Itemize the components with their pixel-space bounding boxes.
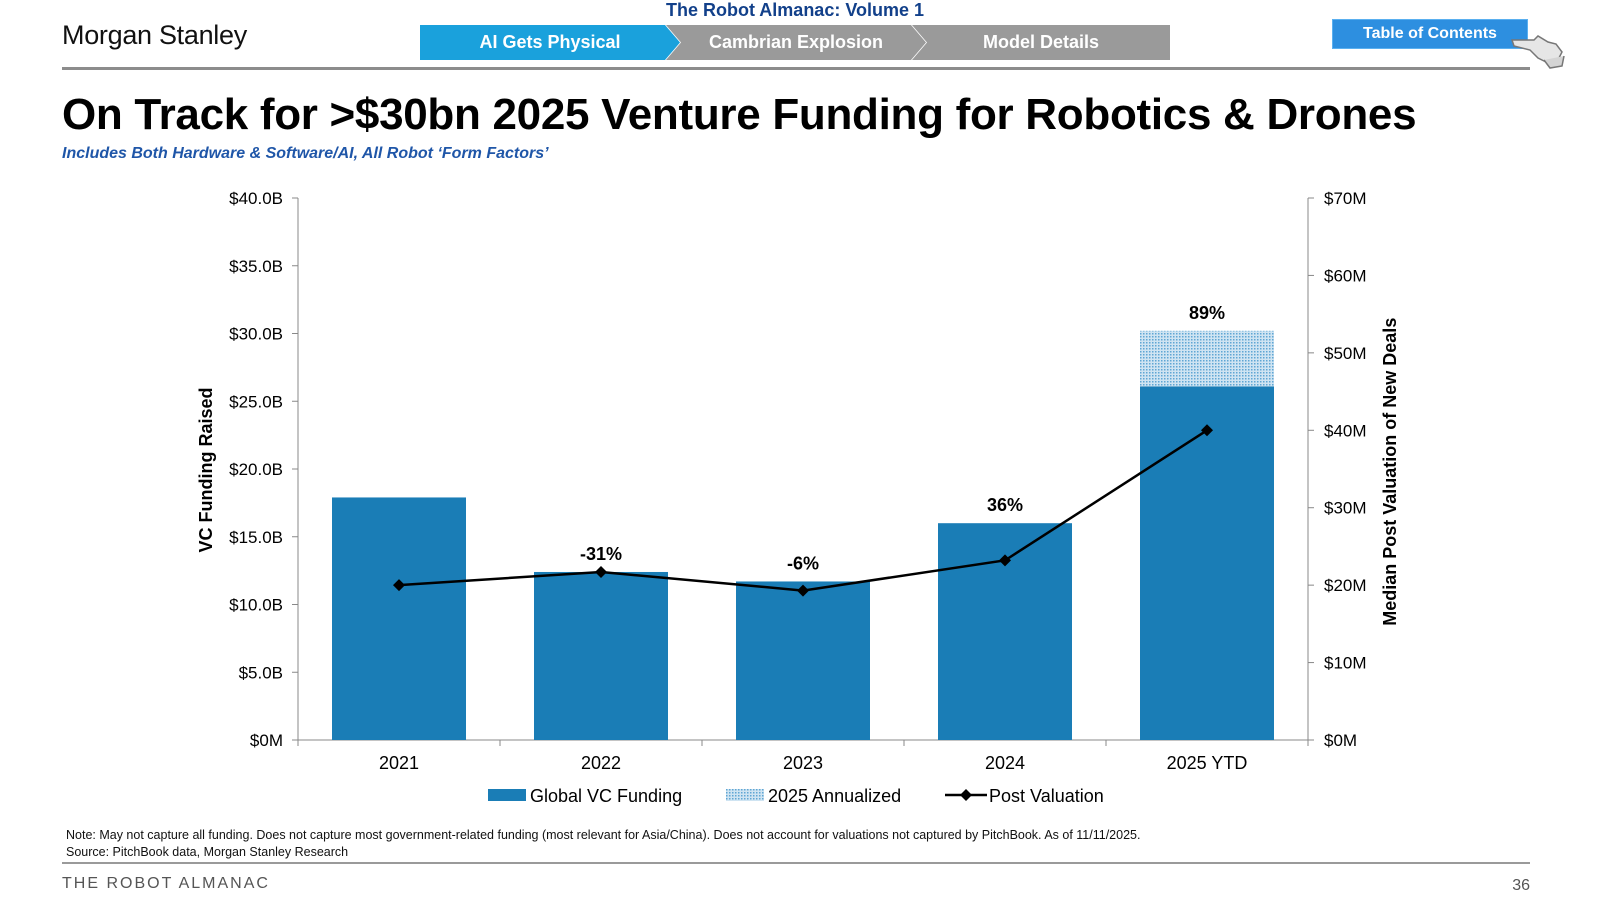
left-tick-label: $25.0B — [229, 392, 283, 411]
header-divider — [62, 67, 1530, 70]
left-tick-label: $0M — [250, 731, 283, 750]
growth-data-label: 89% — [1189, 303, 1225, 323]
right-tick-label: $10M — [1324, 654, 1367, 673]
nav-model-details[interactable]: Model Details — [912, 25, 1170, 60]
vc-funding-bar — [534, 571, 668, 740]
vc-funding-bar — [1140, 386, 1274, 740]
left-tick-label: $40.0B — [229, 189, 283, 208]
x-tick-label: 2025 YTD — [1167, 753, 1248, 773]
left-axis-title: VC Funding Raised — [196, 387, 216, 552]
nav-cambrian-explosion[interactable]: Cambrian Explosion — [666, 25, 926, 60]
left-tick-label: $10.0B — [229, 596, 283, 615]
section-nav: AI Gets Physical Cambrian Explosion Mode… — [420, 25, 1170, 60]
pointing-hand-icon[interactable] — [1508, 30, 1566, 70]
legend-label-vc-funding: Global VC Funding — [530, 786, 682, 806]
source-text: Source: PitchBook data, Morgan Stanley R… — [66, 845, 349, 859]
right-tick-label: $20M — [1324, 576, 1367, 595]
x-tick-label: 2023 — [783, 753, 823, 773]
footer-title: THE ROBOT ALMANAC — [62, 875, 270, 892]
annualized-bar — [1140, 330, 1274, 387]
right-tick-label: $70M — [1324, 189, 1367, 208]
almanac-title: The Robot Almanac: Volume 1 — [665, 0, 925, 20]
left-tick-label: $30.0B — [229, 325, 283, 344]
page-number: 36 — [1512, 877, 1530, 894]
right-tick-label: $50M — [1324, 344, 1367, 363]
growth-data-label: -31% — [580, 544, 622, 564]
right-tick-label: $30M — [1324, 499, 1367, 518]
table-of-contents-button[interactable]: Table of Contents — [1332, 19, 1528, 49]
right-axis-title: Median Post Valuation of New Deals — [1380, 318, 1400, 626]
page-subtitle: Includes Both Hardware & Software/AI, Al… — [62, 145, 549, 162]
right-tick-label: $60M — [1324, 266, 1367, 285]
right-tick-label: $0M — [1324, 731, 1357, 750]
x-tick-label: 2022 — [581, 753, 621, 773]
vc-funding-bar — [332, 497, 466, 740]
post-valuation-marker — [1201, 424, 1213, 437]
legend-swatch-annualized — [726, 789, 764, 801]
growth-data-label: -6% — [787, 553, 819, 573]
left-tick-label: $5.0B — [239, 663, 283, 682]
x-tick-label: 2024 — [985, 753, 1025, 773]
growth-data-label: 36% — [987, 495, 1023, 515]
morgan-stanley-logo: Morgan Stanley — [62, 20, 247, 50]
legend-swatch-vc-funding — [488, 789, 526, 801]
nav-ai-gets-physical[interactable]: AI Gets Physical — [420, 25, 680, 60]
page-title: On Track for >$30bn 2025 Venture Funding… — [62, 90, 1417, 139]
left-tick-label: $15.0B — [229, 528, 283, 547]
chart-notes: Note: May not capture all funding. Does … — [66, 827, 1140, 861]
post-valuation-marker — [999, 554, 1011, 567]
left-tick-label: $20.0B — [229, 460, 283, 479]
x-tick-label: 2021 — [379, 753, 419, 773]
vc-funding-bar — [736, 581, 870, 740]
legend-marker-post-valuation — [960, 789, 972, 801]
post-valuation-marker — [797, 584, 809, 597]
legend-label-annualized: 2025 Annualized — [768, 786, 901, 806]
footer-divider — [62, 862, 1530, 864]
post-valuation-marker — [595, 565, 607, 578]
post-valuation-marker — [393, 579, 405, 592]
right-tick-label: $40M — [1324, 421, 1367, 440]
note-text: Note: May not capture all funding. Does … — [66, 828, 1141, 842]
left-tick-label: $35.0B — [229, 257, 283, 276]
legend-label-post-valuation: Post Valuation — [989, 786, 1104, 806]
